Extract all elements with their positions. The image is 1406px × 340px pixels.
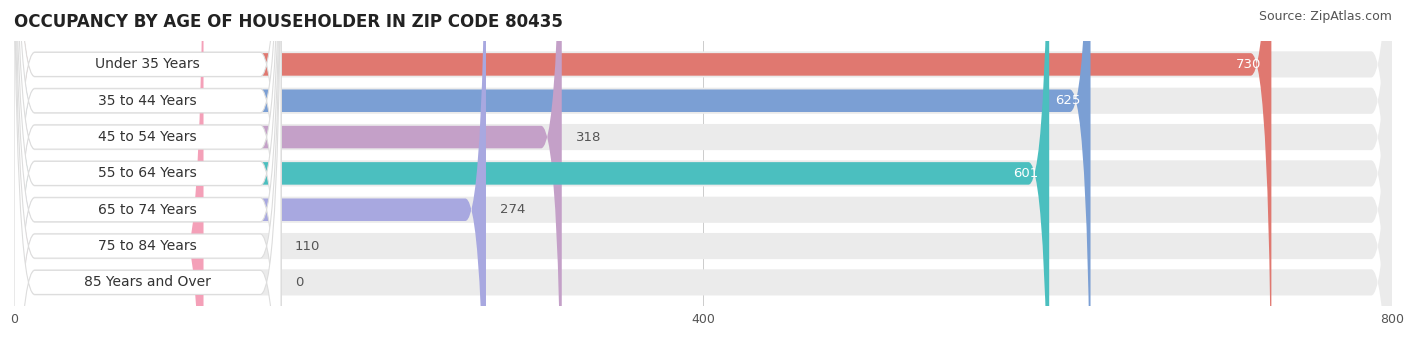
FancyBboxPatch shape	[14, 0, 1392, 340]
Text: 110: 110	[295, 240, 321, 253]
FancyBboxPatch shape	[14, 0, 281, 340]
Text: 85 Years and Over: 85 Years and Over	[84, 275, 211, 289]
FancyBboxPatch shape	[14, 0, 1392, 340]
FancyBboxPatch shape	[14, 0, 281, 340]
Text: 730: 730	[1236, 58, 1261, 71]
FancyBboxPatch shape	[14, 0, 281, 340]
FancyBboxPatch shape	[14, 0, 1392, 340]
FancyBboxPatch shape	[14, 0, 281, 340]
FancyBboxPatch shape	[14, 0, 562, 340]
Text: 35 to 44 Years: 35 to 44 Years	[98, 94, 197, 108]
FancyBboxPatch shape	[14, 0, 1392, 340]
FancyBboxPatch shape	[14, 0, 204, 340]
FancyBboxPatch shape	[14, 0, 281, 340]
FancyBboxPatch shape	[14, 0, 281, 340]
FancyBboxPatch shape	[14, 0, 281, 340]
Text: Under 35 Years: Under 35 Years	[96, 57, 200, 71]
Text: 318: 318	[575, 131, 600, 143]
Text: 625: 625	[1054, 94, 1080, 107]
FancyBboxPatch shape	[14, 0, 1271, 340]
FancyBboxPatch shape	[14, 0, 1049, 340]
FancyBboxPatch shape	[14, 0, 1392, 340]
FancyBboxPatch shape	[14, 0, 1392, 340]
FancyBboxPatch shape	[14, 0, 486, 340]
Text: 274: 274	[499, 203, 524, 216]
Text: 45 to 54 Years: 45 to 54 Years	[98, 130, 197, 144]
Text: 65 to 74 Years: 65 to 74 Years	[98, 203, 197, 217]
Text: 55 to 64 Years: 55 to 64 Years	[98, 166, 197, 181]
FancyBboxPatch shape	[14, 0, 1091, 340]
Text: 601: 601	[1014, 167, 1039, 180]
FancyBboxPatch shape	[14, 0, 1392, 340]
Text: 75 to 84 Years: 75 to 84 Years	[98, 239, 197, 253]
Text: OCCUPANCY BY AGE OF HOUSEHOLDER IN ZIP CODE 80435: OCCUPANCY BY AGE OF HOUSEHOLDER IN ZIP C…	[14, 13, 562, 31]
Text: Source: ZipAtlas.com: Source: ZipAtlas.com	[1258, 10, 1392, 23]
Text: 0: 0	[295, 276, 304, 289]
